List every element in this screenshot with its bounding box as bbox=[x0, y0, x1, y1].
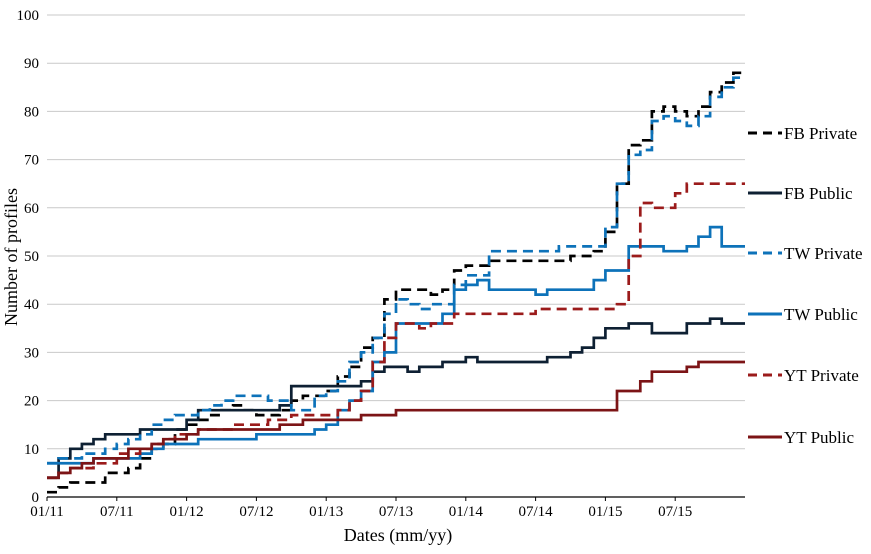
legend-label-fb-public: FB Public bbox=[784, 184, 853, 203]
y-tick-label-50: 50 bbox=[24, 249, 39, 265]
legend-item-fb-private: FB Private bbox=[748, 124, 857, 143]
y-tick-label-90: 90 bbox=[24, 56, 39, 72]
x-tick-label-01-15: 01/15 bbox=[588, 504, 622, 520]
x-axis-title: Dates (mm/yy) bbox=[344, 525, 452, 546]
axes bbox=[46, 496, 745, 501]
legend-item-yt-private: YT Private bbox=[748, 366, 859, 385]
y-tick-label-100: 100 bbox=[17, 8, 40, 24]
legend-label-fb-private: FB Private bbox=[784, 124, 857, 143]
y-tick-label-10: 10 bbox=[24, 442, 39, 458]
y-axis-title: Number of profiles bbox=[1, 188, 21, 326]
y-tick-label-60: 60 bbox=[24, 201, 39, 217]
y-tick-label-70: 70 bbox=[24, 153, 39, 169]
x-tick-label-01-12: 01/12 bbox=[170, 504, 204, 520]
legend-label-tw-public: TW Public bbox=[784, 305, 858, 324]
x-tick-label-07-12: 07/12 bbox=[239, 504, 273, 520]
y-tick-label-30: 30 bbox=[24, 345, 39, 361]
gridlines bbox=[47, 14, 745, 450]
series-line-yt-public bbox=[47, 360, 745, 480]
legend-label-yt-private: YT Private bbox=[784, 366, 859, 385]
legend-label-tw-private: TW Private bbox=[784, 244, 863, 263]
legend-item-tw-private: TW Private bbox=[748, 244, 863, 263]
x-tick-label-01-13: 01/13 bbox=[309, 504, 343, 520]
x-tick-label-07-13: 07/13 bbox=[379, 504, 413, 520]
series-line-tw-private bbox=[47, 76, 745, 465]
x-tick-label-07-14: 07/14 bbox=[519, 504, 554, 520]
x-tick-label-01-11: 01/11 bbox=[30, 504, 64, 520]
series-lines bbox=[47, 71, 745, 494]
legend-item-tw-public: TW Public bbox=[748, 305, 858, 324]
series-line-tw-public bbox=[47, 225, 745, 465]
x-tick-label-07-11: 07/11 bbox=[100, 504, 134, 520]
legend-item-fb-public: FB Public bbox=[748, 184, 853, 203]
series-line-fb-public bbox=[47, 317, 745, 480]
y-axis-tick-labels: 0 10 20 30 40 50 60 70 80 90 100 bbox=[17, 8, 40, 506]
y-tick-label-40: 40 bbox=[24, 297, 39, 313]
y-tick-label-20: 20 bbox=[24, 394, 39, 410]
legend: FB Private FB Public TW Private TW Public YT… bbox=[748, 124, 863, 447]
y-tick-label-80: 80 bbox=[24, 104, 39, 120]
y-tick-label-0: 0 bbox=[32, 490, 40, 506]
legend-item-yt-public: YT Public bbox=[748, 428, 855, 447]
legend-label-yt-public: YT Public bbox=[784, 428, 855, 447]
x-axis-tick-labels: 01/11 07/11 01/12 07/12 01/13 07/13 01/14 07/14… bbox=[30, 504, 692, 520]
x-tick-label-01-14: 01/14 bbox=[449, 504, 484, 520]
x-tick-label-07-15: 07/15 bbox=[658, 504, 692, 520]
